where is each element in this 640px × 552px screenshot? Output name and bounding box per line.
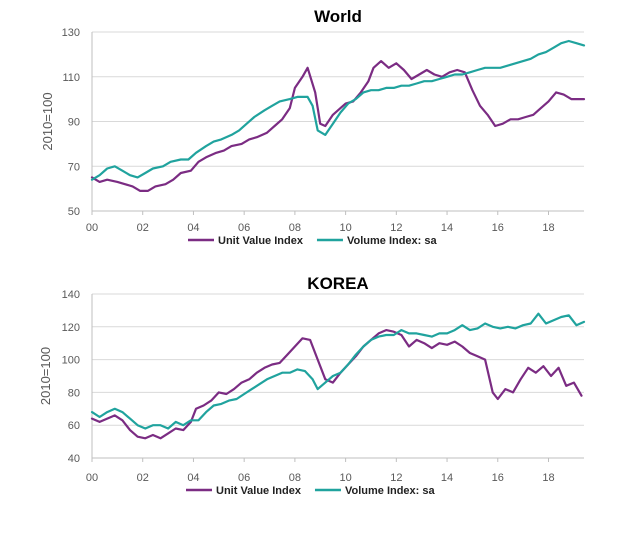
y-tick-label: 100	[62, 355, 80, 367]
series-line-volume-index	[90, 312, 586, 430]
x-tick-label: 10	[339, 222, 351, 234]
x-tick-label: 14	[441, 472, 453, 484]
chart-title: KOREA	[307, 276, 368, 293]
x-tick-label: 02	[137, 222, 149, 234]
series-line-unit-value-index	[90, 60, 586, 192]
y-axis-label: 2010=100	[40, 92, 55, 150]
y-axis-label: 2010=100	[38, 347, 53, 405]
x-tick-label: 02	[137, 472, 149, 484]
x-tick-label: 06	[238, 222, 250, 234]
y-tick-label: 80	[68, 387, 80, 399]
x-tick-label: 08	[289, 222, 301, 234]
y-tick-label: 70	[68, 161, 80, 173]
x-tick-label: 10	[339, 472, 351, 484]
x-tick-label: 16	[492, 222, 504, 234]
x-tick-label: 04	[187, 472, 199, 484]
y-tick-label: 60	[68, 420, 80, 432]
legend-label-unit-value-index: Unit Value Index	[216, 485, 302, 497]
korea-chart: KOREA 40 60 80 100 120 140 00 02 04 06 08 10 12 14 16 18…	[38, 276, 586, 497]
y-tick-label: 50	[68, 206, 80, 218]
series-line-unit-value-index	[90, 329, 583, 440]
x-tick-label: 12	[390, 472, 402, 484]
series-line-volume-index	[90, 39, 586, 181]
chart-title: World	[314, 7, 362, 26]
x-tick-label: 16	[492, 472, 504, 484]
x-tick-label: 04	[187, 222, 199, 234]
x-tick-label: 12	[390, 222, 402, 234]
y-tick-label: 40	[68, 453, 80, 465]
y-tick-label: 120	[62, 322, 80, 334]
x-tick-label: 00	[86, 472, 98, 484]
x-tick-label: 18	[542, 222, 554, 234]
x-tick-label: 06	[238, 472, 250, 484]
x-tick-label: 00	[86, 222, 98, 234]
x-tick-label: 08	[289, 472, 301, 484]
y-tick-label: 110	[62, 72, 80, 84]
y-tick-label: 140	[62, 289, 80, 301]
legend-label-volume-index: Volume Index: sa	[347, 235, 438, 247]
legend-label-volume-index: Volume Index: sa	[345, 485, 436, 497]
y-tick-label: 130	[62, 27, 80, 39]
world-chart: World 50 70 90 110 130 00 02 04 06 08 10 12 14 16 18 201…	[40, 7, 586, 247]
y-tick-label: 90	[68, 117, 80, 129]
x-tick-label: 18	[542, 472, 554, 484]
x-tick-label: 14	[441, 222, 453, 234]
legend-label-unit-value-index: Unit Value Index	[218, 235, 304, 247]
